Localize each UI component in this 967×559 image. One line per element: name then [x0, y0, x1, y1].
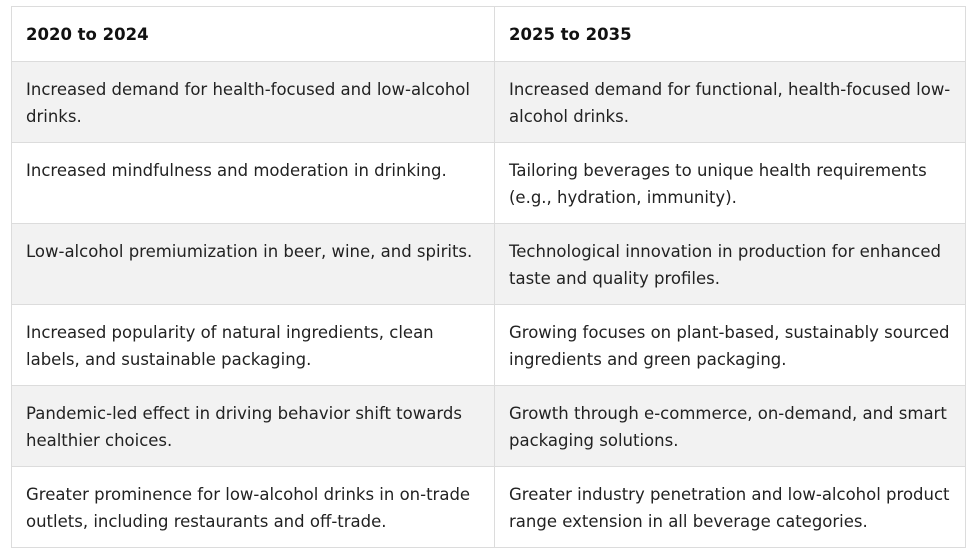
table-cell: Increased demand for health-focused and …	[11, 61, 495, 143]
table-header-row: 2020 to 2024 2025 to 2035	[11, 6, 966, 62]
table-cell: Growing focuses on plant-based, sustaina…	[494, 304, 966, 386]
column-header-2025-2035: 2025 to 2035	[494, 6, 966, 62]
column-header-2020-2024: 2020 to 2024	[11, 6, 495, 62]
table-cell: Increased mindfulness and moderation in …	[11, 142, 495, 224]
table-cell: Increased demand for functional, health-…	[494, 61, 966, 143]
table-row: Low-alcohol premiumization in beer, wine…	[11, 223, 966, 305]
table-cell: Growth through e-commerce, on-demand, an…	[494, 385, 966, 467]
table-row: Increased popularity of natural ingredie…	[11, 304, 966, 386]
table-cell: Technological innovation in production f…	[494, 223, 966, 305]
table-row: Greater prominence for low-alcohol drink…	[11, 466, 966, 548]
table-row: Increased mindfulness and moderation in …	[11, 142, 966, 224]
comparison-table: 2020 to 2024 2025 to 2035 Increased dema…	[11, 6, 966, 548]
table-cell: Greater industry penetration and low-alc…	[494, 466, 966, 548]
table-cell: Pandemic-led effect in driving behavior …	[11, 385, 495, 467]
table-cell: Tailoring beverages to unique health req…	[494, 142, 966, 224]
table-row: Increased demand for health-focused and …	[11, 61, 966, 143]
table-cell: Low-alcohol premiumization in beer, wine…	[11, 223, 495, 305]
table-cell: Increased popularity of natural ingredie…	[11, 304, 495, 386]
comparison-table-container: 2020 to 2024 2025 to 2035 Increased dema…	[11, 6, 966, 548]
table-row: Pandemic-led effect in driving behavior …	[11, 385, 966, 467]
table-cell: Greater prominence for low-alcohol drink…	[11, 466, 495, 548]
